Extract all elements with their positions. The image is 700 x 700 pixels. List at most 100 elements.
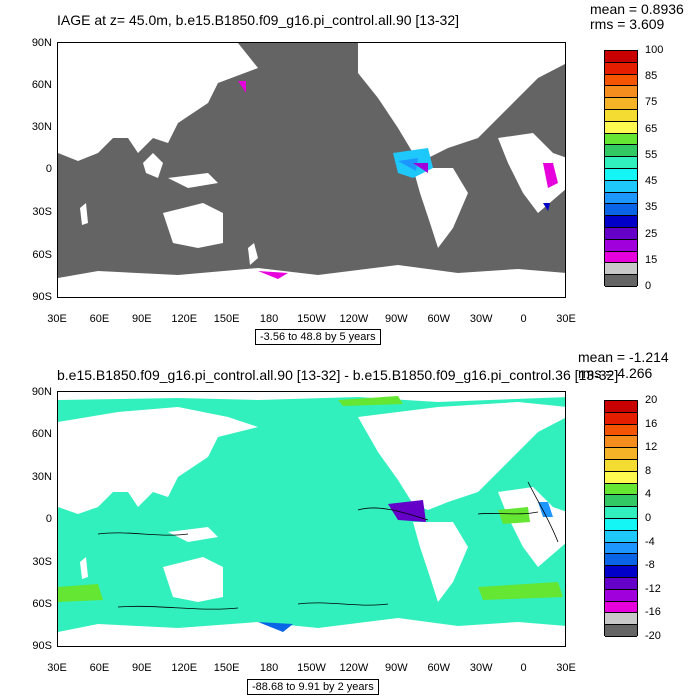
panel2-map <box>57 391 566 647</box>
panel2-colorbar-label: 8 <box>645 464 652 477</box>
panel2-land <box>58 392 565 646</box>
panel2-colorbar-swatch <box>605 530 637 543</box>
panel1-colorbar-swatch <box>605 251 637 264</box>
panel1-colorbar-swatch <box>605 216 637 228</box>
panel2-lat-label: 30S <box>32 556 52 568</box>
panel1-colorbar-swatch <box>605 275 637 287</box>
panel1-colorbar-swatch <box>605 157 637 169</box>
panel1-lat-label: 90N <box>31 37 52 49</box>
panel1-lat-label: 60N <box>31 79 52 91</box>
panel2-lat-label: 90S <box>32 640 52 652</box>
panel2-colorbar-label: -8 <box>645 559 655 572</box>
panel1-lon-label: 0 <box>520 313 527 325</box>
panel2-lon-label: 90W <box>385 662 408 674</box>
panel1-lat-label: 60S <box>32 249 52 261</box>
panel1-colorbar-swatch <box>605 263 637 276</box>
panel1-colorbar-label: 75 <box>645 96 658 109</box>
panel1-colorbar-label: 0 <box>645 280 652 292</box>
panel2-colorbar-label: -20 <box>645 630 661 642</box>
panel2-map-svg <box>58 392 565 646</box>
panel1-colorbar-swatch <box>605 98 637 110</box>
panel2-lon-label: 30E <box>556 662 576 674</box>
panel1-colorbar-swatch <box>605 192 637 205</box>
panel1-colorbar-swatch <box>605 86 637 99</box>
panel2-colorbar-swatch <box>605 601 637 614</box>
panel2-colorbar-swatch <box>605 625 637 637</box>
panel2-colorbar-label: 16 <box>645 417 658 430</box>
panel2-colorbar-swatch <box>605 542 637 555</box>
panel1-rms: rms = 3.609 <box>590 16 665 32</box>
panel2-colorbar-swatch <box>605 401 637 413</box>
panel1-lon-label: 30E <box>47 313 67 325</box>
panel2-lat-label: 30N <box>31 471 52 483</box>
panel1-colorbar-swatch <box>605 227 637 240</box>
panel2-colorbar-swatch <box>605 459 637 472</box>
panel1-colorbar-swatch <box>605 145 637 158</box>
panel1-lon-label: 150E <box>213 313 240 325</box>
panel1-lon-label: 30E <box>556 313 576 325</box>
panel2-colorbar-swatch <box>605 554 637 567</box>
panel1-colorbar-label: 65 <box>645 122 658 135</box>
panel1-colorbar-swatch <box>605 133 637 146</box>
panel1-map <box>57 42 566 298</box>
panel1-highlights <box>238 81 558 279</box>
panel1-colorbar-swatch <box>605 239 637 252</box>
panel2-contours <box>97 481 559 610</box>
panel2-lon-label: 150W <box>297 662 326 674</box>
panel2-colorbar <box>604 400 638 637</box>
panel2-colorbar-swatch <box>605 436 637 449</box>
panel2-colorbar-swatch <box>605 507 637 519</box>
panel2-rms: rms = 4.266 <box>578 365 653 381</box>
panel2-range-label: -88.68 to 9.91 by 2 years <box>247 679 379 695</box>
panel2-colorbar-swatch <box>605 495 637 508</box>
panel1-colorbar <box>604 50 638 287</box>
panel2-colorbar-swatch <box>605 412 637 425</box>
panel2-highlights <box>58 396 563 632</box>
panel2-colorbar-label: -4 <box>645 535 655 548</box>
panel1-colorbar-label: 100 <box>645 44 664 56</box>
panel2-colorbar-swatch <box>605 518 637 531</box>
panel1-colorbar-swatch <box>605 168 637 181</box>
panel2-lat-label: 60S <box>32 598 52 610</box>
panel1-colorbar-label: 25 <box>645 227 658 240</box>
panel1-colorbar-label: 15 <box>645 253 658 266</box>
panel2-colorbar-swatch <box>605 471 637 484</box>
panel1-colorbar-swatch <box>605 121 637 134</box>
panel1-colorbar-swatch <box>605 204 637 217</box>
panel1-colorbar-swatch <box>605 62 637 75</box>
panel1-land <box>58 43 565 297</box>
panel2-lon-label: 60E <box>89 662 110 674</box>
panel1-range-label: -3.56 to 48.8 by 5 years <box>255 329 381 345</box>
panel1-colorbar-label: 35 <box>645 201 658 214</box>
panel1-colorbar-swatch <box>605 51 637 63</box>
panel2-lat-label: 90N <box>31 386 52 398</box>
panel2-lon-label: 60W <box>427 662 451 674</box>
panel2-lat-label: 0 <box>45 513 52 525</box>
panel2-colorbar-label: 12 <box>645 441 658 454</box>
panel2-title: b.e15.B1850.f09_g16.pi_control.all.90 [1… <box>57 367 619 383</box>
panel2-lon-label: 180 <box>259 662 279 674</box>
panel1-map-svg <box>58 43 565 297</box>
panel1-colorbar-label: 55 <box>645 148 658 161</box>
panel2-lon-label: 0 <box>520 662 527 674</box>
panel1-lon-label: 60E <box>89 313 110 325</box>
panel2-colorbar-label: 0 <box>645 512 652 524</box>
panel2-colorbar-swatch <box>605 448 637 460</box>
panel1-colorbar-label: 45 <box>645 175 658 188</box>
panel2-lon-label: 150E <box>213 662 240 674</box>
panel2-colorbar-swatch <box>605 613 637 626</box>
panel1-lat-label: 0 <box>45 163 52 175</box>
panel1-title: IAGE at z= 45.0m, b.e15.B1850.f09_g16.pi… <box>57 12 459 28</box>
panel2-colorbar-label: 20 <box>645 394 658 406</box>
panel2-mean: mean = -1.214 <box>578 349 669 365</box>
panel1-lat-label: 90S <box>32 291 52 303</box>
panel2-lon-label: 30E <box>47 662 67 674</box>
panel1-lon-label: 30W <box>469 313 493 325</box>
panel1-colorbar-swatch <box>605 180 637 193</box>
panel2-colorbar-swatch <box>605 577 637 590</box>
panel2-lon-label: 120W <box>339 662 369 674</box>
panel2-colorbar-swatch <box>605 589 637 602</box>
panel1-lon-label: 180 <box>259 313 279 325</box>
panel1-lon-label: 90E <box>132 313 152 325</box>
panel2-colorbar-swatch <box>605 483 637 496</box>
